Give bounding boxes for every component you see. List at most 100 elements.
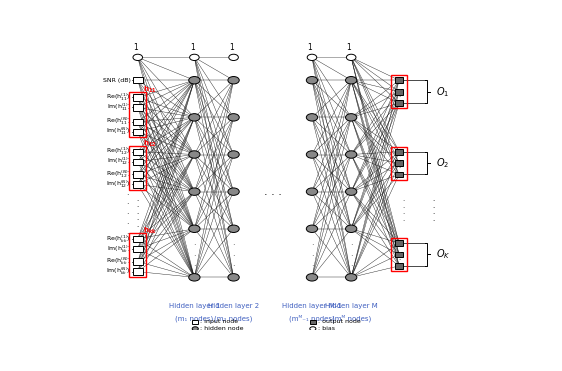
Text: Re(h$_{11}^{(N)}$): Re(h$_{11}^{(N)}$) [106,116,131,127]
Bar [133,94,143,101]
Text: : output node: : output node [318,319,361,324]
Circle shape [229,54,238,60]
Text: 1: 1 [190,43,194,52]
Circle shape [306,76,318,84]
Text: Hidden layer M: Hidden layer M [325,303,378,309]
Circle shape [306,274,318,281]
Bar [133,158,143,165]
Text: (m₁ nodes): (m₁ nodes) [175,315,214,322]
Text: (mᴹ₋₁ nodes): (mᴹ₋₁ nodes) [289,314,335,322]
Text: .
.
.: . . . [311,238,313,268]
Circle shape [346,151,357,158]
Circle shape [189,188,200,196]
Text: .
.: . . [398,85,400,98]
Text: Im(h$_{12}^{(1)}$): Im(h$_{12}^{(1)}$) [107,156,131,167]
Text: Re(h$_{12}^{(N)}$): Re(h$_{12}^{(N)}$) [106,169,131,180]
Text: .
.
.: . . . [193,238,196,268]
Text: Im(h$_{kk}^{(N)}$): Im(h$_{kk}^{(N)}$) [106,266,131,278]
Text: .
.
.
.: . . . . [402,196,405,221]
Bar [133,148,143,155]
Text: .
.
.
.
.: . . . . . [126,188,128,236]
Text: $\bf{h}_{11}$: $\bf{h}_{11}$ [143,84,157,95]
Bar [133,181,143,188]
Text: Im(h$_{12}^{(N)}$): Im(h$_{12}^{(N)}$) [106,179,131,190]
Bar [133,269,143,275]
Bar [133,128,143,135]
Bar [129,146,146,190]
Bar [395,252,404,257]
Circle shape [228,76,239,84]
Text: .
.
.: . . . [350,238,352,268]
Circle shape [189,151,200,158]
Text: 1: 1 [347,43,351,52]
Text: 1: 1 [229,43,234,52]
Circle shape [228,188,239,196]
Text: .
.: . . [398,248,400,261]
Bar [133,171,143,178]
Bar [391,75,407,108]
Bar [133,77,143,83]
Circle shape [346,54,356,60]
Bar [395,240,404,246]
Circle shape [228,274,239,281]
Circle shape [306,188,318,196]
Bar [192,320,198,324]
Circle shape [189,274,200,281]
Bar [133,246,143,252]
Bar [391,147,407,180]
Text: : hidden node: : hidden node [201,326,244,331]
Circle shape [346,76,357,84]
Bar [395,78,404,83]
Bar [395,172,404,177]
Circle shape [189,54,199,60]
Text: : bias: : bias [318,326,335,331]
Text: .
.: . . [398,157,400,169]
Text: SNR (dB): SNR (dB) [103,78,131,83]
Text: 1: 1 [307,43,312,52]
Circle shape [133,54,143,60]
Text: .
.
.
.
.: . . . . . [137,196,139,228]
Text: Hidden layer 2: Hidden layer 2 [208,303,259,309]
Circle shape [189,76,200,84]
Circle shape [228,225,239,233]
Text: .
.
.: . . . [232,238,235,268]
Circle shape [346,188,357,196]
Bar [395,89,404,95]
Text: .
.
.
.: . . . . [432,196,434,221]
Text: Im(h$_{11}^{(N)}$): Im(h$_{11}^{(N)}$) [106,126,131,137]
Bar [133,236,143,242]
Circle shape [306,114,318,121]
Text: $O_2$: $O_2$ [436,156,450,170]
Text: Re(h$_{kk}^{(1)}$): Re(h$_{kk}^{(1)}$) [106,233,131,244]
Circle shape [306,151,318,158]
Circle shape [189,114,200,121]
Text: $O_1$: $O_1$ [436,85,450,99]
Circle shape [189,225,200,233]
Bar [395,100,404,106]
Text: . . .: . . . [264,187,282,197]
Bar [391,238,407,271]
Bar [395,149,404,154]
Text: 1: 1 [133,43,138,52]
Bar [395,160,404,166]
Circle shape [307,54,317,60]
Text: Hidden layer M-1: Hidden layer M-1 [282,303,342,309]
Circle shape [306,225,318,233]
Circle shape [192,327,198,331]
Text: Re(h$_{kk}^{(N)}$): Re(h$_{kk}^{(N)}$) [106,256,131,267]
Bar [395,263,404,269]
Circle shape [346,225,357,233]
Text: Hidden layer 1: Hidden layer 1 [169,303,220,309]
Circle shape [346,274,357,281]
Bar [129,92,146,137]
Circle shape [346,114,357,121]
Bar [129,233,146,277]
Bar [133,118,143,125]
Bar [310,320,316,324]
Text: Im(h$_{11}^{(1)}$): Im(h$_{11}^{(1)}$) [107,102,131,113]
Circle shape [228,114,239,121]
Text: $O_K$: $O_K$ [436,247,451,262]
Text: (m₂ nodes): (m₂ nodes) [214,315,253,322]
Text: $\bf{h}_{12}$: $\bf{h}_{12}$ [143,139,157,149]
Text: Im(h$_{kk}^{(1)}$): Im(h$_{kk}^{(1)}$) [107,243,131,255]
